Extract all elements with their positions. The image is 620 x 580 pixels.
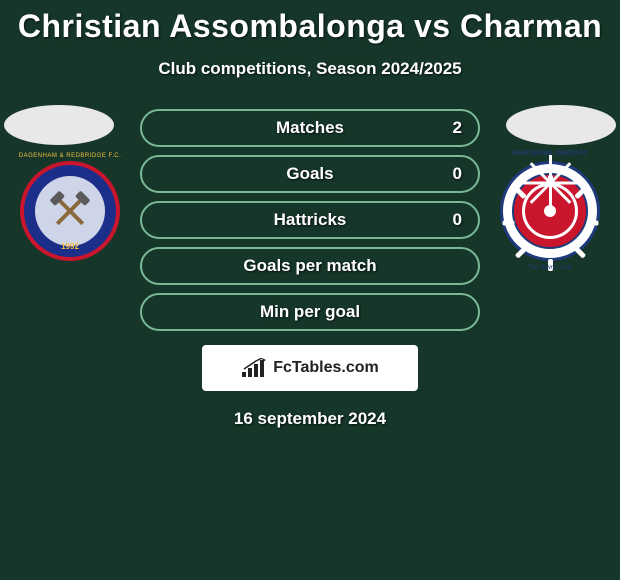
stat-value: 2 — [453, 118, 462, 138]
player-left-placeholder — [4, 105, 114, 145]
brand-logo-box[interactable]: FcTables.com — [202, 345, 418, 391]
crest-right-motto: The Town's Club — [528, 265, 572, 271]
crest-left-name: DAGENHAM & REDBRIDGE F.C. — [19, 153, 122, 159]
stat-row-hattricks: Hattricks 0 — [140, 201, 480, 239]
stat-label: Goals — [286, 164, 333, 184]
stat-row-min-per-goal: Min per goal — [140, 293, 480, 331]
comparison-content: DAGENHAM & REDBRIDGE F.C. 1992 HARTLEPOO… — [0, 109, 620, 429]
club-crest-left: DAGENHAM & REDBRIDGE F.C. 1992 — [20, 161, 120, 261]
stat-value: 0 — [453, 164, 462, 184]
crest-left-inner — [35, 176, 105, 246]
ship-wheel-icon — [522, 183, 578, 239]
brand-label: FcTables.com — [273, 359, 379, 377]
stat-label: Goals per match — [243, 256, 376, 276]
stat-row-matches: Matches 2 — [140, 109, 480, 147]
crossed-hammers-icon — [50, 191, 90, 231]
subtitle: Club competitions, Season 2024/2025 — [0, 59, 620, 79]
stat-value: 0 — [453, 210, 462, 230]
crest-left-year: 1992 — [61, 242, 79, 251]
stat-bars: Matches 2 Goals 0 Hattricks 0 Goals per … — [140, 109, 480, 331]
stat-row-goals-per-match: Goals per match — [140, 247, 480, 285]
stat-row-goals: Goals 0 — [140, 155, 480, 193]
player-right-placeholder — [506, 105, 616, 145]
stat-label: Hattricks — [274, 210, 347, 230]
stat-label: Matches — [276, 118, 344, 138]
club-crest-right: HARTLEPOOL UNITED FC — [500, 161, 600, 261]
crest-right-inner — [512, 173, 588, 249]
stat-label: Min per goal — [260, 302, 360, 322]
page-title: Christian Assombalonga vs Charman — [0, 0, 620, 45]
fctables-logo-icon — [241, 358, 267, 378]
date: 16 september 2024 — [0, 409, 620, 429]
